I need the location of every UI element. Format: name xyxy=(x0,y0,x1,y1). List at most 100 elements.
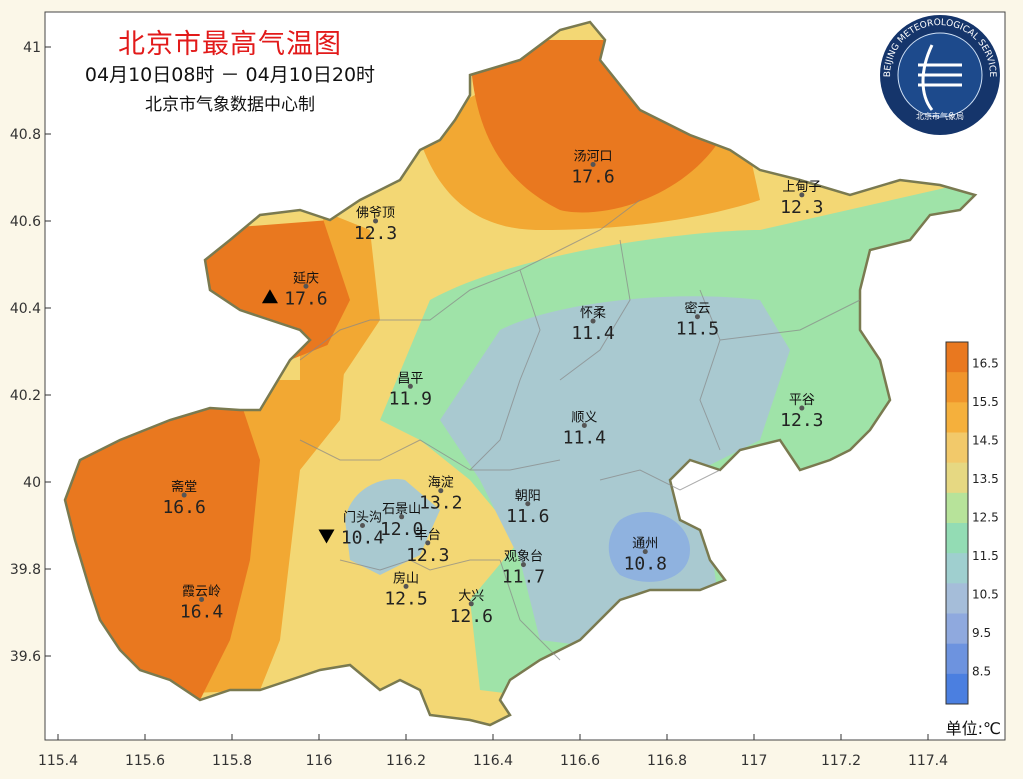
station: 通州 10.8 xyxy=(624,537,667,575)
colorbar-label: 14.5 xyxy=(972,433,999,447)
logo-emblem xyxy=(918,44,962,111)
axis-ticks: 115.4 115.6 115.8 116 116.2 116.4 116.6 116.8 11… xyxy=(10,40,948,769)
station-value: 12.3 xyxy=(780,197,823,218)
station-dot xyxy=(181,492,187,498)
station: 石景山 12.0 xyxy=(380,502,423,540)
colorbar-label: 11.5 xyxy=(972,549,999,563)
station-name: 怀柔 xyxy=(580,306,606,321)
y-tick-label: 39.8 xyxy=(10,562,41,578)
map-title: 北京市最高气温图 xyxy=(118,29,342,60)
map-credit: 北京市气象数据中心制 xyxy=(145,95,315,115)
station-dot xyxy=(590,161,596,167)
station: 密云 11.5 xyxy=(676,301,719,340)
station-dot xyxy=(520,562,526,568)
colorbar-label: 12.5 xyxy=(972,510,999,524)
station-dot xyxy=(581,422,587,428)
station-value: 10.8 xyxy=(624,554,667,575)
colorbar-label: 9.5 xyxy=(972,626,991,640)
x-tick-label: 117.2 xyxy=(821,753,861,769)
station-dot xyxy=(399,514,405,520)
district-line-5 xyxy=(299,439,561,471)
x-tick-label: 115.4 xyxy=(38,753,78,769)
x-tick-label: 117 xyxy=(741,753,768,769)
station-value: 12.6 xyxy=(450,606,493,627)
station-labels: 汤河口 17.6 上甸子 12.3 佛爷顶 12.3 延庆 17.6 怀柔 11.4 密云 11.5 昌… xyxy=(162,149,823,626)
station-name: 延庆 xyxy=(293,271,319,286)
station-name: 斋堂 xyxy=(171,479,197,495)
station-dot xyxy=(360,523,365,528)
y-tick-label: 40.4 xyxy=(10,301,41,317)
station-dot xyxy=(799,405,805,411)
x-tick-label: 115.8 xyxy=(212,753,252,769)
station: 丰台 12.3 xyxy=(406,528,449,566)
y-tick-label: 40.8 xyxy=(10,127,41,143)
colorbar-label: 13.5 xyxy=(972,472,999,486)
station-value: 11.7 xyxy=(502,567,545,588)
x-tick-label: 115.6 xyxy=(125,753,165,769)
y-tick-label: 39.6 xyxy=(10,649,41,665)
station-name: 丰台 xyxy=(415,528,441,543)
station-value: 12.3 xyxy=(780,410,823,431)
station: 佛爷顶 12.3 xyxy=(354,206,397,244)
station-name: 密云 xyxy=(684,301,710,317)
colorbar-swatch xyxy=(946,432,968,464)
district-boundaries xyxy=(299,199,861,661)
unit-label: 单位:℃ xyxy=(945,719,1001,738)
station-dot xyxy=(525,501,531,507)
station-name: 霞云岭 xyxy=(182,584,221,599)
station-value: 12.3 xyxy=(406,545,449,566)
station-dot xyxy=(438,488,444,494)
station: 怀柔 11.4 xyxy=(571,306,614,344)
station-value: 11.4 xyxy=(563,427,606,448)
station-name: 上甸子 xyxy=(782,180,821,195)
station-value: 16.6 xyxy=(162,497,205,518)
station: 平谷 12.3 xyxy=(780,393,823,431)
colorbar-swatch xyxy=(946,402,968,433)
station-value: 12.3 xyxy=(354,223,397,244)
district-line-7 xyxy=(719,299,861,341)
station-value: 13.2 xyxy=(419,493,462,514)
x-tick-label: 116.4 xyxy=(473,753,513,769)
station: 上甸子 12.3 xyxy=(780,180,823,218)
district-line-6 xyxy=(339,559,500,571)
station-dot xyxy=(199,596,205,602)
station-dot xyxy=(373,218,379,224)
y-tick-label: 41 xyxy=(23,40,41,56)
station-name: 大兴 xyxy=(458,589,484,604)
x-tick-label: 117.4 xyxy=(908,753,948,769)
district-line-8 xyxy=(599,469,721,491)
colorbar-swatch xyxy=(946,673,968,705)
y-tick-label: 40 xyxy=(23,475,41,491)
x-tick-label: 116 xyxy=(306,753,333,769)
station: 延庆 17.6 xyxy=(261,271,328,309)
y-tick-label: 40.6 xyxy=(10,214,41,230)
bms-logo: 北京市气象局 BEIJING METEOROLOGICAL SERVICE xyxy=(880,15,1000,135)
colorbar-label: 15.5 xyxy=(972,395,999,409)
station-value: 11.9 xyxy=(389,388,432,409)
station: 汤河口 17.6 xyxy=(571,149,614,187)
colorbar-swatch xyxy=(946,613,968,645)
station-value: 11.6 xyxy=(506,506,549,527)
station: 大兴 12.6 xyxy=(450,589,493,627)
station-name: 平谷 xyxy=(789,393,815,408)
station-dot xyxy=(425,540,431,546)
station-name: 门头沟 xyxy=(343,511,382,526)
field-cool-zone xyxy=(440,296,790,650)
station-value: 12.0 xyxy=(380,519,423,540)
colorbar-swatch xyxy=(946,372,968,403)
field-cool-west xyxy=(345,479,440,575)
district-line-9 xyxy=(499,559,561,661)
station-value: 16.4 xyxy=(180,601,223,622)
station-dot xyxy=(403,583,409,589)
district-line-3 xyxy=(559,239,631,381)
station-dot xyxy=(303,283,309,289)
max-marker-icon xyxy=(261,289,278,304)
colorbar-swatch xyxy=(946,342,968,373)
station-dot xyxy=(642,549,648,555)
beijing-boundary xyxy=(63,20,978,727)
station-name: 观象台 xyxy=(504,550,543,565)
station-name: 朝阳 xyxy=(515,489,541,504)
station-name: 石景山 xyxy=(382,502,421,517)
